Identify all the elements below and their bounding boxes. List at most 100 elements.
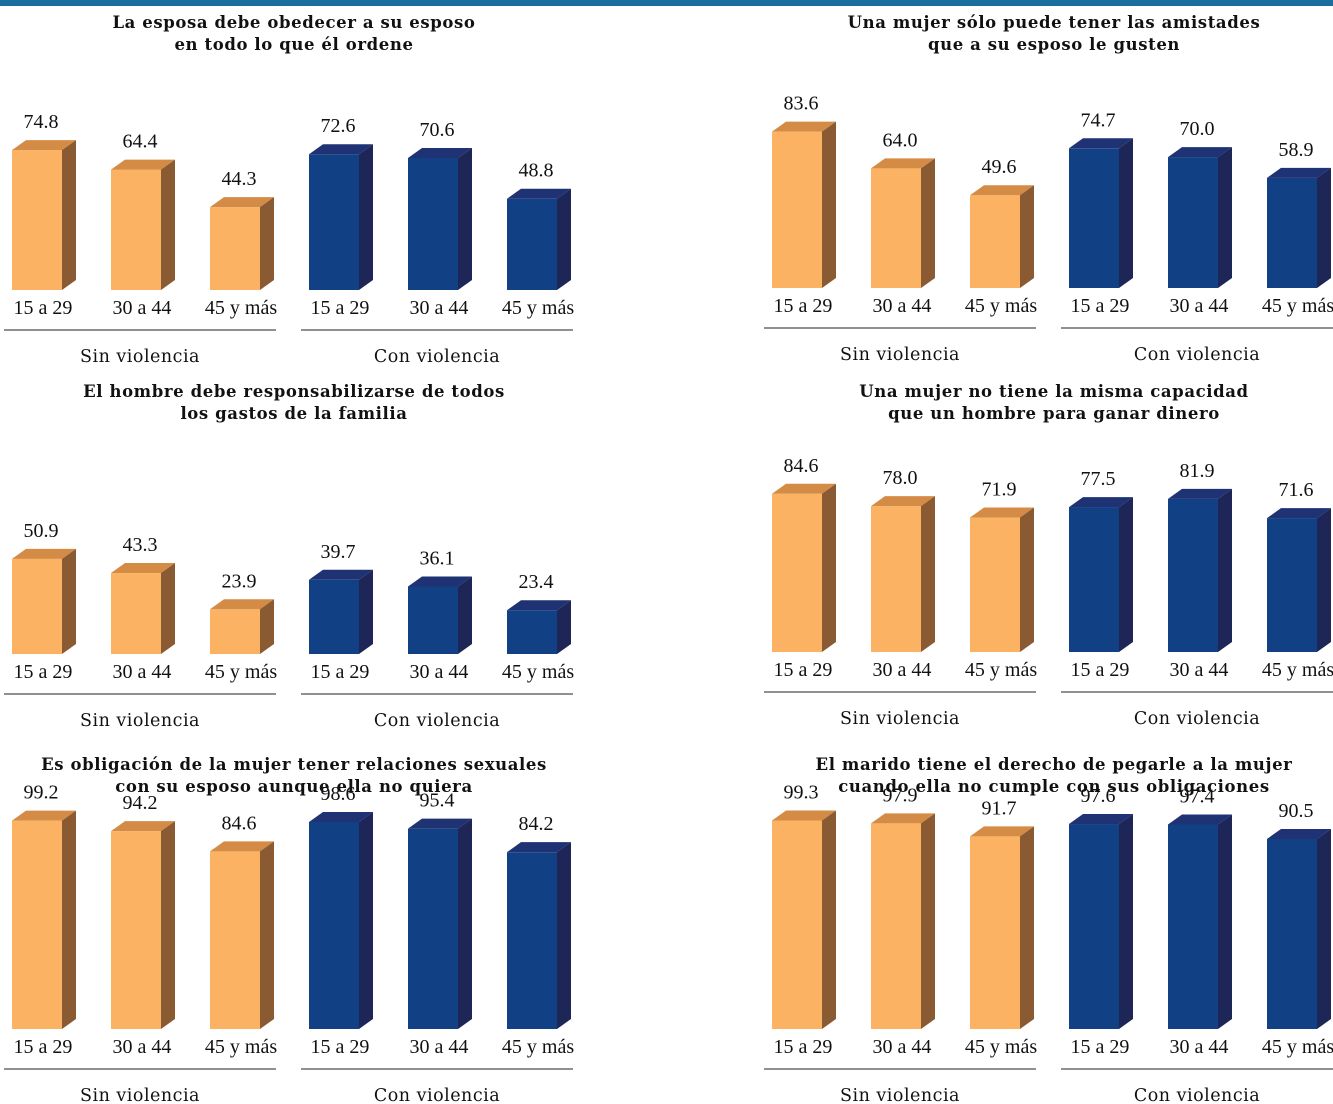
bar-top bbox=[772, 121, 836, 132]
data-label: 71.9 bbox=[982, 479, 1017, 501]
bar bbox=[772, 121, 836, 288]
bar-front bbox=[210, 851, 260, 1029]
group-label: Con violencia bbox=[374, 347, 500, 367]
data-label: 77.5 bbox=[1081, 468, 1116, 490]
tick-label: 15 a 29 bbox=[1071, 659, 1130, 681]
tick-label: 30 a 44 bbox=[1170, 1036, 1229, 1058]
data-label: 48.8 bbox=[519, 160, 554, 182]
bar-side bbox=[557, 600, 571, 654]
bar-front bbox=[772, 131, 822, 288]
tick-label: 45 y más bbox=[1262, 659, 1333, 681]
bar-top bbox=[210, 599, 274, 610]
bar bbox=[12, 548, 76, 654]
bar bbox=[111, 821, 175, 1029]
bar-front bbox=[1267, 177, 1317, 288]
bar bbox=[1168, 147, 1232, 288]
bar-side bbox=[62, 810, 76, 1029]
tick-label: 45 y más bbox=[965, 659, 1037, 681]
data-label: 84.6 bbox=[222, 812, 257, 834]
data-label: 43.3 bbox=[123, 534, 158, 556]
data-label: 36.1 bbox=[420, 547, 455, 569]
bar bbox=[970, 826, 1034, 1029]
tick-label: 45 y más bbox=[502, 297, 574, 319]
bar-side bbox=[62, 548, 76, 654]
data-label: 74.7 bbox=[1081, 109, 1116, 131]
bar-front bbox=[12, 820, 62, 1029]
data-label: 84.6 bbox=[784, 455, 819, 477]
bar-front bbox=[111, 573, 161, 654]
data-label: 58.9 bbox=[1279, 139, 1314, 161]
top-accent-bar bbox=[0, 0, 1333, 6]
group-label: Con violencia bbox=[374, 1086, 500, 1104]
bar-top bbox=[309, 811, 373, 822]
tick-label: 45 y más bbox=[205, 1036, 277, 1058]
bar-top bbox=[772, 483, 836, 494]
bar bbox=[871, 496, 935, 652]
data-label: 99.2 bbox=[24, 782, 59, 804]
bar-front bbox=[507, 610, 557, 654]
bar bbox=[309, 569, 373, 654]
bar-side bbox=[260, 599, 274, 654]
chart-panel-6: El marido tiene el derecho de pegarle a … bbox=[764, 755, 1333, 1104]
bar-front bbox=[507, 852, 557, 1029]
bar-front bbox=[970, 836, 1020, 1029]
bar bbox=[1069, 814, 1133, 1029]
bar-top bbox=[1267, 167, 1331, 178]
tick-label: 30 a 44 bbox=[873, 659, 932, 681]
bar bbox=[210, 599, 274, 654]
bar bbox=[12, 810, 76, 1029]
bar-top bbox=[1168, 814, 1232, 825]
bar bbox=[507, 600, 571, 654]
group-label: Sin violencia bbox=[840, 1086, 960, 1104]
bar bbox=[1069, 138, 1133, 288]
bar-side bbox=[1020, 185, 1034, 288]
tick-label: 45 y más bbox=[205, 661, 277, 683]
bar-front bbox=[772, 820, 822, 1029]
bar bbox=[970, 185, 1034, 288]
bar-side bbox=[1218, 488, 1232, 652]
bar-side bbox=[822, 121, 836, 288]
bar-side bbox=[1119, 814, 1133, 1029]
bar-front bbox=[1168, 498, 1218, 652]
data-label: 64.0 bbox=[883, 129, 918, 151]
bar bbox=[12, 140, 76, 290]
tick-label: 30 a 44 bbox=[873, 1036, 932, 1058]
tick-label: 15 a 29 bbox=[1071, 1036, 1130, 1058]
tick-label: 15 a 29 bbox=[311, 297, 370, 319]
bar-side bbox=[1119, 497, 1133, 652]
bar-top bbox=[12, 140, 76, 151]
group-label: Sin violencia bbox=[80, 347, 200, 367]
chart-title-line: que a su esposo le gusten bbox=[928, 35, 1180, 54]
tick-label: 15 a 29 bbox=[311, 1036, 370, 1058]
bar-side bbox=[359, 144, 373, 290]
bar-front bbox=[210, 609, 260, 654]
bar-front bbox=[871, 168, 921, 288]
bar-front bbox=[210, 207, 260, 290]
bar-top bbox=[210, 197, 274, 208]
bar-top bbox=[970, 507, 1034, 518]
data-label: 78.0 bbox=[883, 467, 918, 489]
bar bbox=[1267, 167, 1331, 288]
bar-top bbox=[507, 842, 571, 853]
tick-label: 30 a 44 bbox=[113, 661, 172, 683]
bar-top bbox=[507, 188, 571, 199]
bar-front bbox=[309, 821, 359, 1029]
bar-side bbox=[260, 197, 274, 290]
tick-label: 30 a 44 bbox=[113, 297, 172, 319]
bar bbox=[1168, 814, 1232, 1029]
data-label: 99.3 bbox=[784, 781, 819, 803]
data-label: 84.2 bbox=[519, 813, 554, 835]
bar-top bbox=[772, 810, 836, 821]
bar-side bbox=[458, 147, 472, 290]
bar bbox=[507, 188, 571, 290]
data-label: 50.9 bbox=[24, 520, 59, 542]
data-label: 23.4 bbox=[519, 571, 554, 593]
chart-title-line: cuando ella no cumple con sus obligacion… bbox=[838, 777, 1270, 796]
chart-title-line: Es obligación de la mujer tener relacion… bbox=[41, 755, 547, 774]
tick-label: 30 a 44 bbox=[410, 297, 469, 319]
bar-top bbox=[210, 841, 274, 852]
bar bbox=[772, 810, 836, 1029]
chart-title-line: en todo lo que él ordene bbox=[174, 35, 413, 54]
chart-title-line: El marido tiene el derecho de pegarle a … bbox=[816, 755, 1293, 774]
bar-front bbox=[1168, 157, 1218, 288]
